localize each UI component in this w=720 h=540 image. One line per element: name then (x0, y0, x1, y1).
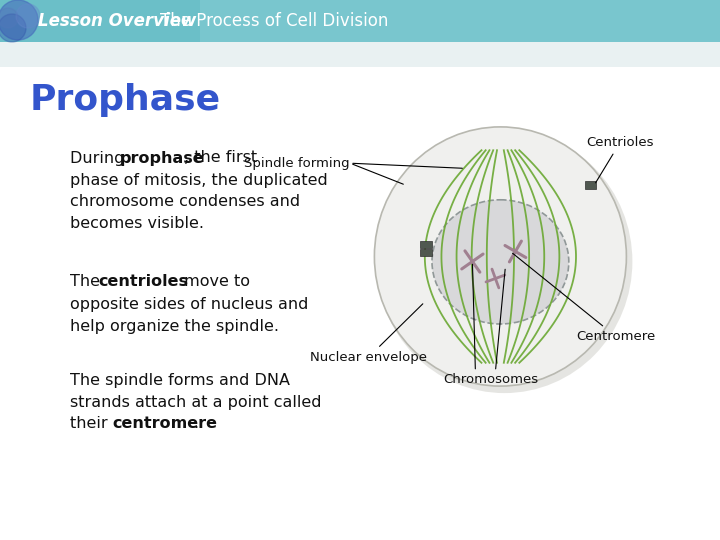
Text: .: . (193, 416, 199, 431)
Text: chromosome condenses and: chromosome condenses and (70, 194, 300, 210)
Ellipse shape (432, 200, 569, 324)
Bar (0, 0, 720, 42)
Text: phase of mitosis, the duplicated: phase of mitosis, the duplicated (70, 172, 328, 187)
Circle shape (16, 4, 40, 28)
Text: help organize the spindle.: help organize the spindle. (70, 319, 279, 334)
Circle shape (0, 0, 38, 40)
Text: The: The (70, 274, 105, 289)
Circle shape (0, 14, 26, 42)
Text: Nuclear envelope: Nuclear envelope (310, 304, 426, 364)
Text: centromere: centromere (113, 416, 217, 431)
Bar (0, 42, 720, 67)
Bar (420, 249, 432, 256)
Text: Prophase: Prophase (30, 83, 221, 117)
Text: prophase: prophase (120, 151, 204, 165)
Text: their: their (70, 416, 113, 431)
Circle shape (0, 8, 18, 28)
Text: The Process of Cell Division: The Process of Cell Division (160, 12, 388, 30)
Text: move to: move to (179, 274, 250, 289)
Ellipse shape (377, 130, 632, 393)
Text: The spindle forms and DNA: The spindle forms and DNA (70, 373, 290, 388)
Text: centrioles: centrioles (99, 274, 189, 289)
Text: , the first: , the first (184, 151, 258, 165)
Bar (200, 0, 720, 42)
Text: Lesson Overview: Lesson Overview (38, 12, 197, 30)
Text: Chromosomes: Chromosomes (443, 373, 538, 386)
Text: becomes visible.: becomes visible. (70, 217, 204, 232)
Bar (585, 181, 596, 189)
Ellipse shape (374, 127, 626, 386)
Text: opposite sides of nucleus and: opposite sides of nucleus and (70, 296, 308, 312)
Bar (420, 241, 432, 248)
Text: Centrioles: Centrioles (586, 136, 654, 183)
Text: Spindle forming: Spindle forming (245, 157, 350, 170)
Text: During: During (70, 151, 130, 165)
Text: strands attach at a point called: strands attach at a point called (70, 395, 322, 409)
Text: Centromere: Centromere (513, 253, 656, 343)
